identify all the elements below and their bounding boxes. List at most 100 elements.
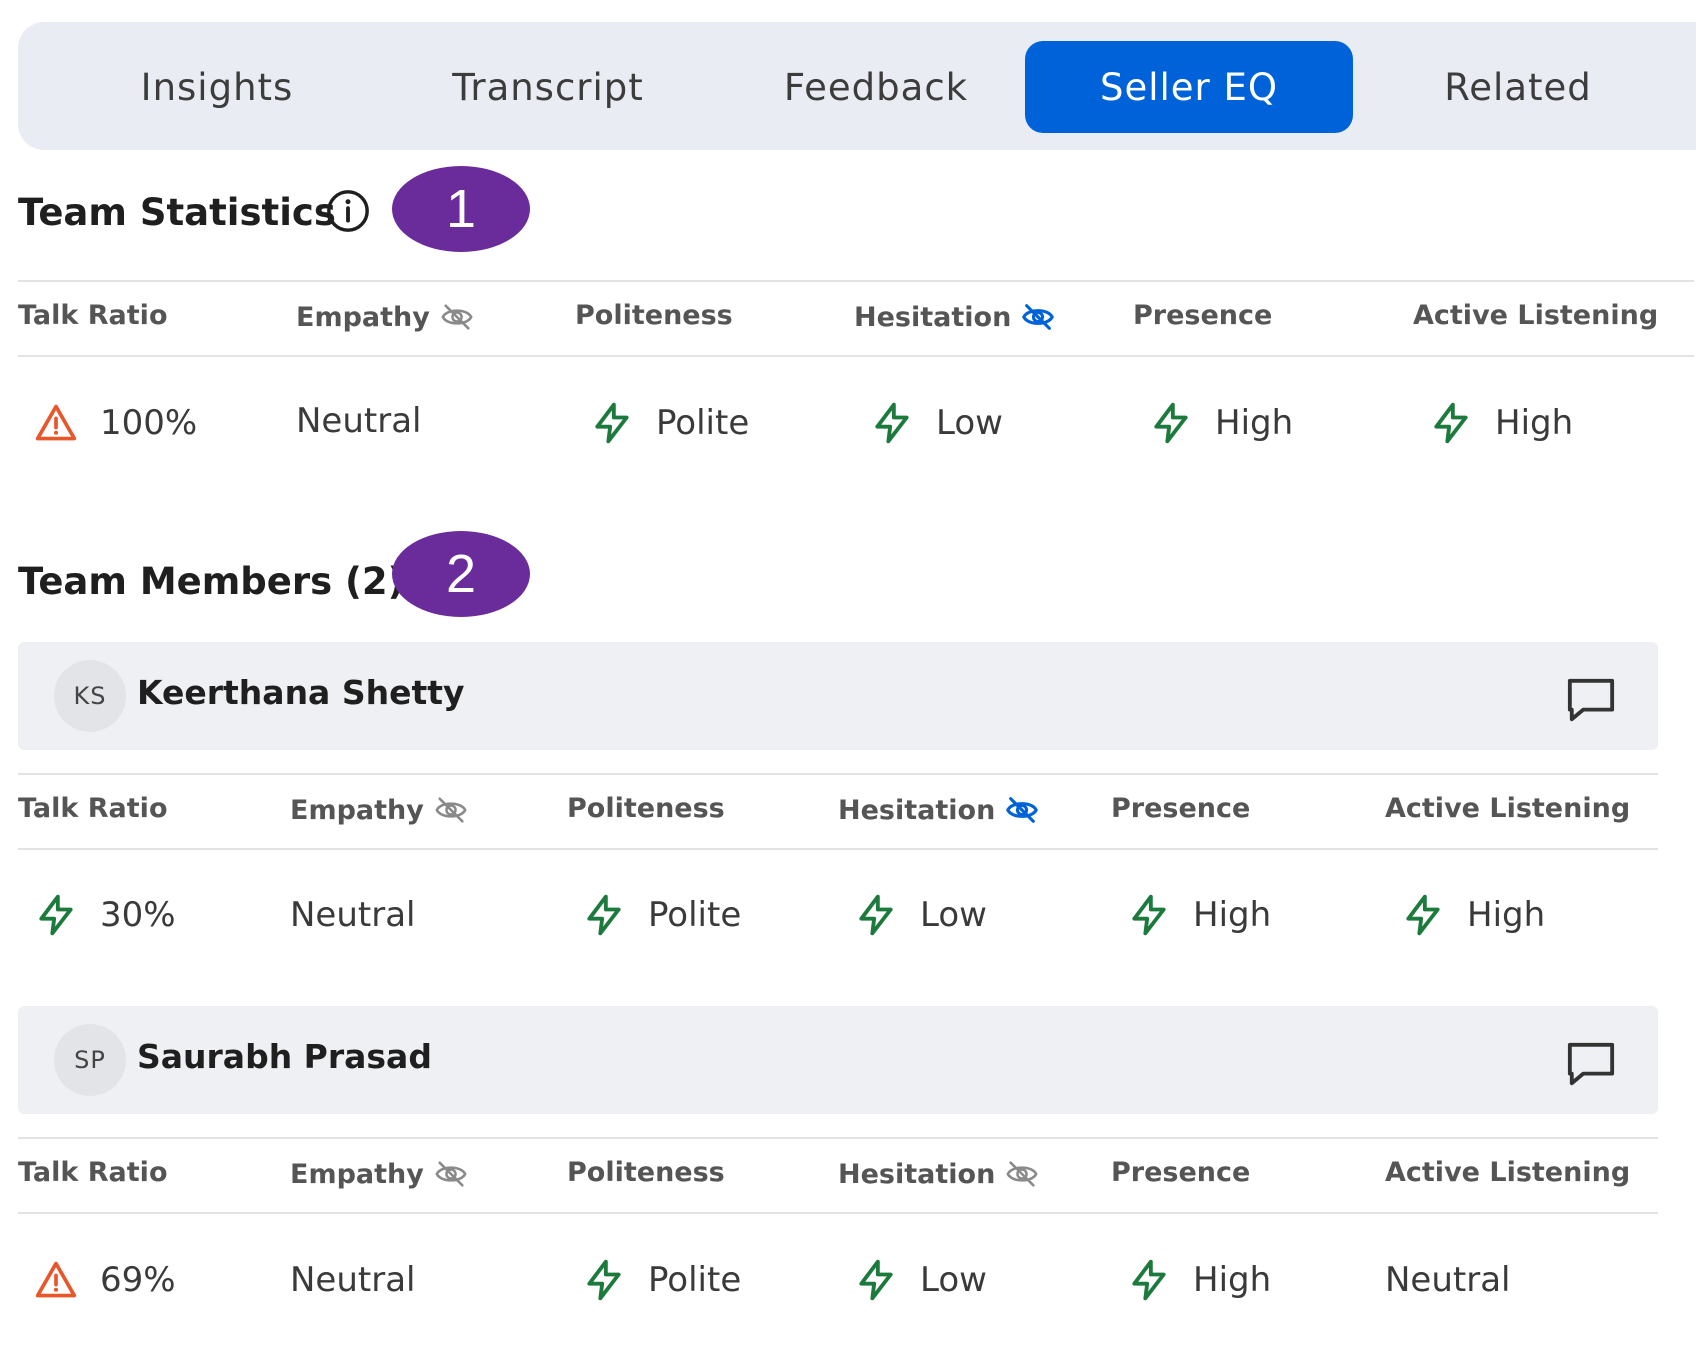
member-empathy-value: Neutral [290, 895, 416, 935]
avatar: SP [54, 1024, 126, 1096]
team-statistics-title: Team Statistics [18, 191, 336, 234]
header-empathy: Empathy [290, 793, 468, 827]
warning-icon [34, 1258, 78, 1302]
member-talk-ratio-value: 30% [34, 893, 176, 937]
header-hesitation-label: Hesitation [838, 794, 996, 826]
value-text: 30% [100, 895, 176, 935]
team-politeness-value: Polite [590, 401, 749, 445]
header-politeness: Politeness [567, 793, 725, 824]
header-talk-ratio-label: Talk Ratio [18, 300, 168, 331]
member-row-saurabh-prasad[interactable]: SP Saurabh Prasad [18, 1006, 1658, 1114]
header-active-listening: Active Listening [1385, 793, 1630, 824]
tab-insights[interactable]: Insights [140, 65, 294, 109]
member-politeness-value: Polite [582, 1258, 741, 1302]
eye-slash-icon[interactable] [434, 793, 468, 827]
tab-seller-eq[interactable]: Seller EQ [1025, 41, 1353, 133]
header-empathy-label: Empathy [296, 301, 430, 333]
header-talk-ratio-label: Talk Ratio [18, 793, 168, 824]
header-presence: Presence [1111, 1157, 1250, 1188]
bolt-icon [582, 893, 626, 937]
bolt-icon [1127, 1258, 1171, 1302]
header-talk-ratio-label: Talk Ratio [18, 1157, 168, 1188]
eye-slash-icon[interactable] [1005, 1157, 1039, 1191]
bolt-icon [1149, 401, 1193, 445]
value-text: High [1215, 403, 1294, 443]
header-hesitation: Hesitation [838, 793, 1039, 827]
value-text: Polite [648, 1260, 742, 1300]
divider [18, 1212, 1658, 1214]
header-politeness-label: Politeness [575, 300, 733, 331]
eye-slash-icon[interactable] [1021, 300, 1055, 334]
bolt-icon [1127, 893, 1171, 937]
header-active-listening: Active Listening [1413, 300, 1658, 331]
header-active-listening-label: Active Listening [1385, 1157, 1631, 1188]
team-empathy-value: Neutral [296, 401, 422, 441]
header-active-listening-label: Active Listening [1385, 793, 1631, 824]
bolt-icon [590, 401, 634, 445]
eye-slash-icon[interactable] [1005, 793, 1039, 827]
value-text: Low [920, 1260, 987, 1300]
tab-feedback[interactable]: Feedback [783, 65, 969, 109]
header-hesitation: Hesitation [838, 1157, 1039, 1191]
bolt-icon [854, 1258, 898, 1302]
chat-icon[interactable] [1566, 1040, 1616, 1088]
eye-slash-icon[interactable] [440, 300, 474, 334]
divider [18, 355, 1694, 357]
bolt-icon [854, 893, 898, 937]
value-text: 69% [100, 1260, 176, 1300]
member-presence-value: High [1127, 893, 1271, 937]
value-text: Neutral [290, 1260, 416, 1300]
divider [18, 280, 1694, 282]
value-text: High [1467, 895, 1546, 935]
header-hesitation: Hesitation [854, 300, 1055, 334]
header-presence-label: Presence [1111, 793, 1251, 824]
header-empathy-label: Empathy [290, 794, 424, 826]
tab-related[interactable]: Related [1444, 65, 1592, 109]
bolt-icon [870, 401, 914, 445]
tab-transcript[interactable]: Transcript [452, 65, 644, 109]
tab-bar: Insights Transcript Feedback Seller EQ R… [18, 22, 1696, 150]
header-politeness: Politeness [567, 1157, 725, 1188]
header-active-listening: Active Listening [1385, 1157, 1630, 1188]
team-hesitation-value: Low [870, 401, 1003, 445]
team-members-title: Team Members (2) [18, 560, 405, 603]
avatar: KS [54, 660, 126, 732]
member-presence-value: High [1127, 1258, 1271, 1302]
member-name: Keerthana Shetty [137, 673, 465, 712]
member-row-keerthana-shetty[interactable]: KS Keerthana Shetty [18, 642, 1658, 750]
header-presence-label: Presence [1111, 1157, 1251, 1188]
header-presence-label: Presence [1133, 300, 1273, 331]
header-talk-ratio: Talk Ratio [18, 1157, 168, 1188]
value-text: Low [920, 895, 987, 935]
eye-slash-icon[interactable] [434, 1157, 468, 1191]
value-text: Neutral [296, 401, 422, 441]
divider [18, 848, 1658, 850]
header-politeness-label: Politeness [567, 1157, 725, 1188]
info-icon[interactable] [325, 188, 371, 234]
member-active-listening-value: High [1401, 893, 1545, 937]
divider [18, 773, 1658, 775]
header-hesitation-label: Hesitation [854, 301, 1012, 333]
bolt-icon [34, 893, 78, 937]
bolt-icon [582, 1258, 626, 1302]
header-empathy-label: Empathy [290, 1158, 424, 1190]
value-text: Neutral [1385, 1260, 1511, 1300]
warning-icon [34, 401, 78, 445]
member-hesitation-value: Low [854, 893, 987, 937]
value-text: Neutral [290, 895, 416, 935]
value-text: Low [936, 403, 1003, 443]
team-presence-value: High [1149, 401, 1293, 445]
bolt-icon [1401, 893, 1445, 937]
team-active-listening-value: High [1429, 401, 1573, 445]
divider [18, 1137, 1658, 1139]
header-politeness: Politeness [575, 300, 733, 331]
header-presence: Presence [1133, 300, 1272, 331]
team-talk-ratio-value: 100% [34, 401, 197, 445]
member-name: Saurabh Prasad [137, 1037, 432, 1076]
member-talk-ratio-value: 69% [34, 1258, 176, 1302]
header-hesitation-label: Hesitation [838, 1158, 996, 1190]
chat-icon[interactable] [1566, 676, 1616, 724]
header-presence: Presence [1111, 793, 1250, 824]
header-politeness-label: Politeness [567, 793, 725, 824]
member-active-listening-value: Neutral [1385, 1260, 1511, 1300]
